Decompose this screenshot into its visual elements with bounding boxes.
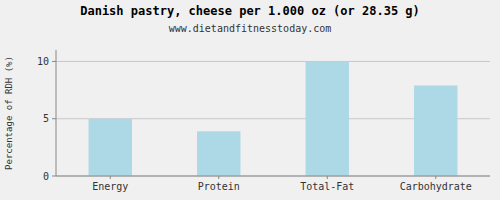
x-axis-line (56, 176, 490, 177)
grid-line (56, 61, 490, 62)
bar (414, 86, 457, 176)
tick-label: Energy (92, 181, 128, 192)
tick-label: Protein (198, 181, 240, 192)
y-axis-label: Percentage of RDH (%) (4, 56, 14, 170)
tick-label: 0 (43, 171, 49, 182)
tick-mark (52, 176, 56, 177)
bar (89, 119, 132, 176)
bar (197, 131, 240, 176)
bars (89, 61, 458, 176)
tick-mark (52, 118, 56, 119)
tick-mark (110, 176, 111, 179)
grid-line (56, 176, 490, 177)
tick-label: Carbohydrate (400, 181, 472, 192)
tick-mark (435, 176, 436, 179)
tick-mark (52, 61, 56, 62)
tick-label: 5 (43, 113, 49, 124)
bar (306, 61, 349, 176)
title: Danish pastry, cheese per 1.000 oz (or 2… (80, 4, 420, 18)
chart: Danish pastry, cheese per 1.000 oz (or 2… (0, 0, 500, 200)
x-axis: Energy Protein Total-Fat Carbohydrate (92, 176, 472, 192)
background (0, 0, 500, 200)
tick-mark (327, 176, 328, 179)
subtitle: www.dietandfitnesstoday.com (169, 23, 332, 34)
tick-label: 10 (37, 56, 49, 67)
tick-mark (218, 176, 219, 179)
y-axis: 0 5 10 (37, 56, 490, 182)
tick-label: Total-Fat (300, 181, 354, 192)
y-axis-line (56, 50, 57, 176)
